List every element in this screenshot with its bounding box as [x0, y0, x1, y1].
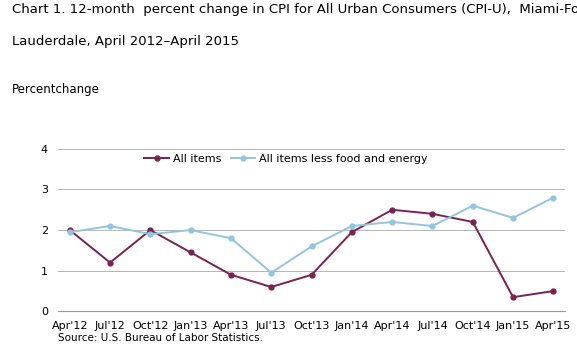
All items	[349, 230, 355, 234]
All items	[389, 208, 396, 212]
All items	[227, 273, 234, 277]
All items	[147, 228, 154, 232]
Line: All items: All items	[68, 207, 556, 300]
Line: All items less food and energy: All items less food and energy	[68, 195, 556, 275]
All items less food and energy	[308, 244, 315, 248]
All items	[268, 285, 275, 289]
All items less food and energy	[349, 224, 355, 228]
Text: Source: U.S. Bureau of Labor Statistics.: Source: U.S. Bureau of Labor Statistics.	[58, 333, 263, 343]
Legend: All items, All items less food and energy: All items, All items less food and energ…	[144, 154, 428, 164]
All items less food and energy	[66, 230, 73, 234]
All items less food and energy	[187, 228, 194, 232]
All items	[429, 212, 436, 216]
All items	[187, 251, 194, 255]
All items less food and energy	[509, 216, 516, 220]
All items less food and energy	[389, 220, 396, 224]
All items	[509, 295, 516, 299]
All items	[469, 220, 476, 224]
All items less food and energy	[227, 236, 234, 240]
All items	[550, 289, 557, 293]
All items less food and energy	[469, 203, 476, 208]
All items	[308, 273, 315, 277]
All items less food and energy	[268, 271, 275, 275]
All items less food and energy	[107, 224, 114, 228]
All items less food and energy	[429, 224, 436, 228]
Text: Lauderdale, April 2012–April 2015: Lauderdale, April 2012–April 2015	[12, 35, 238, 48]
All items	[107, 261, 114, 265]
All items	[66, 228, 73, 232]
All items less food and energy	[147, 232, 154, 236]
All items less food and energy	[550, 195, 557, 200]
Text: Percentchange: Percentchange	[12, 83, 99, 96]
Text: Chart 1. 12-month  percent change in CPI for All Urban Consumers (CPI-U),  Miami: Chart 1. 12-month percent change in CPI …	[12, 3, 577, 17]
